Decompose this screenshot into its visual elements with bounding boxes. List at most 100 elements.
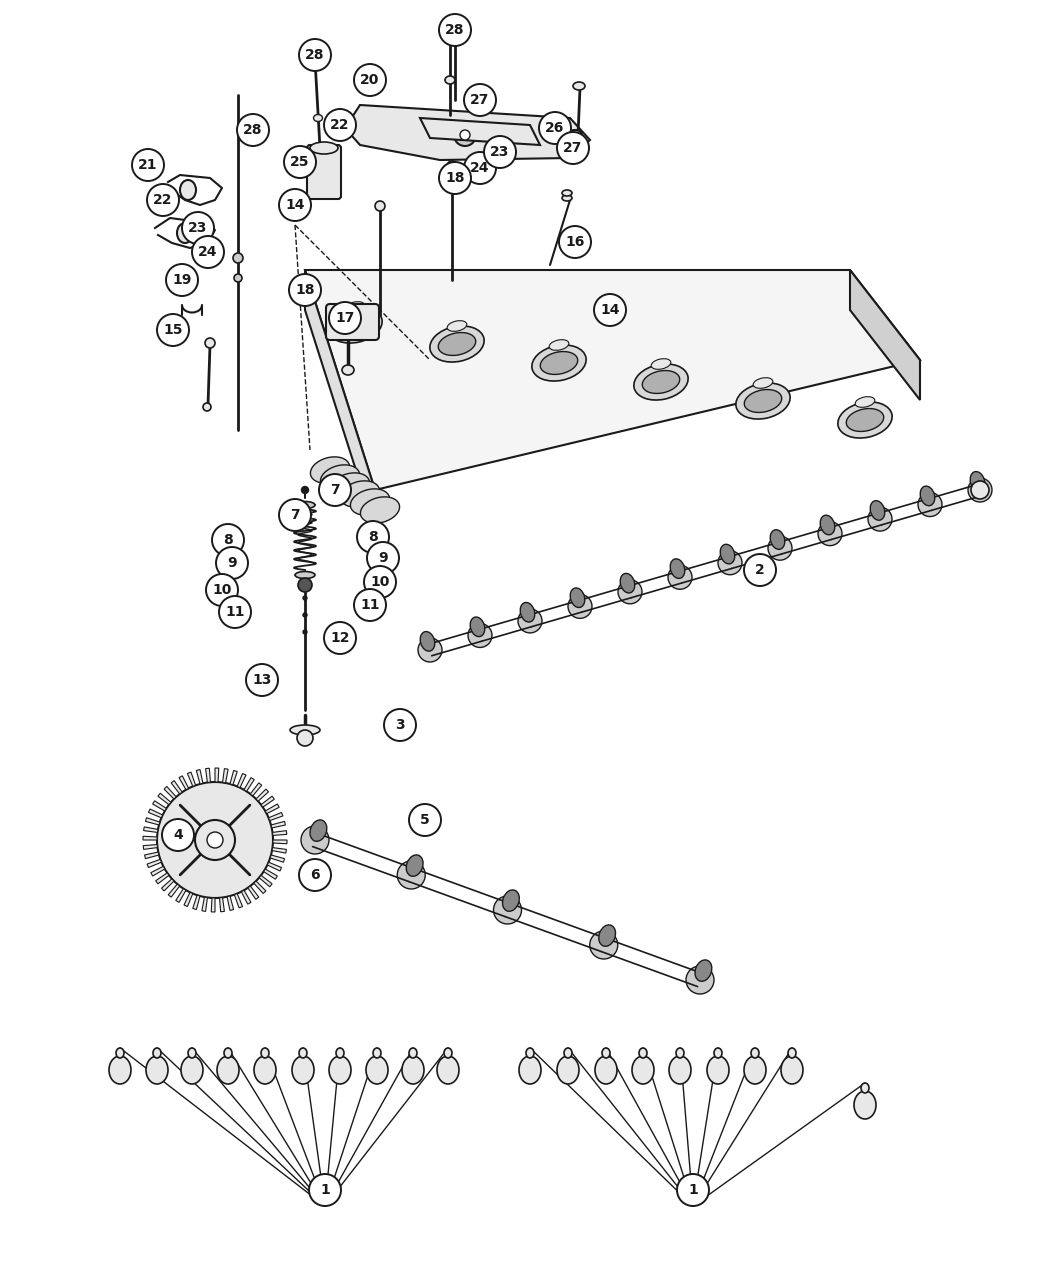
Polygon shape [143, 836, 158, 840]
Ellipse shape [309, 54, 321, 62]
Polygon shape [168, 884, 180, 898]
Polygon shape [270, 856, 285, 862]
Ellipse shape [744, 390, 782, 412]
Circle shape [206, 574, 238, 606]
Ellipse shape [447, 321, 467, 332]
Polygon shape [271, 821, 286, 827]
Circle shape [192, 236, 224, 268]
Circle shape [418, 638, 442, 662]
Circle shape [354, 589, 386, 621]
Ellipse shape [217, 1056, 239, 1084]
Ellipse shape [520, 603, 534, 622]
Ellipse shape [336, 314, 374, 337]
Ellipse shape [261, 1048, 269, 1058]
Ellipse shape [299, 1048, 307, 1058]
Text: 18: 18 [445, 171, 465, 185]
Polygon shape [219, 898, 225, 912]
Ellipse shape [310, 142, 338, 154]
Circle shape [410, 805, 441, 836]
Circle shape [329, 302, 361, 334]
Text: 8: 8 [223, 533, 233, 547]
Text: 20: 20 [360, 73, 380, 87]
Ellipse shape [736, 382, 791, 419]
Circle shape [162, 819, 194, 850]
Ellipse shape [838, 402, 892, 439]
Circle shape [166, 264, 198, 296]
Ellipse shape [568, 130, 582, 140]
Text: 6: 6 [310, 868, 320, 882]
Circle shape [158, 782, 273, 898]
Ellipse shape [695, 960, 712, 982]
Circle shape [132, 149, 164, 181]
Circle shape [439, 162, 471, 194]
Ellipse shape [598, 924, 615, 946]
Ellipse shape [373, 1048, 381, 1058]
Circle shape [319, 474, 351, 506]
Polygon shape [211, 898, 215, 912]
Text: 28: 28 [445, 23, 465, 37]
Ellipse shape [503, 890, 520, 912]
Polygon shape [269, 812, 282, 821]
Ellipse shape [438, 333, 476, 356]
Ellipse shape [632, 1056, 654, 1084]
Circle shape [279, 189, 311, 221]
Circle shape [468, 623, 492, 648]
Ellipse shape [753, 377, 773, 389]
Ellipse shape [720, 544, 735, 564]
Polygon shape [266, 805, 279, 813]
Circle shape [464, 152, 496, 184]
Polygon shape [206, 769, 210, 783]
Circle shape [207, 833, 223, 848]
Text: 4: 4 [173, 827, 183, 842]
Polygon shape [202, 898, 208, 912]
Ellipse shape [402, 1056, 424, 1084]
Circle shape [464, 84, 496, 116]
Polygon shape [304, 270, 920, 490]
Text: 21: 21 [139, 158, 157, 172]
Ellipse shape [224, 1048, 232, 1058]
Ellipse shape [180, 180, 196, 200]
Ellipse shape [366, 1056, 388, 1084]
Text: 18: 18 [295, 283, 315, 297]
Ellipse shape [714, 1048, 722, 1058]
Ellipse shape [788, 1048, 796, 1058]
Polygon shape [254, 881, 266, 894]
Ellipse shape [181, 1056, 203, 1084]
Polygon shape [345, 105, 590, 159]
Ellipse shape [549, 339, 569, 351]
Text: 12: 12 [331, 631, 350, 645]
Text: 28: 28 [306, 48, 324, 62]
Circle shape [494, 896, 522, 924]
Polygon shape [237, 774, 246, 788]
Ellipse shape [771, 529, 784, 550]
Circle shape [284, 147, 316, 178]
Text: 22: 22 [331, 119, 350, 133]
Polygon shape [244, 778, 254, 792]
Circle shape [237, 113, 269, 147]
Circle shape [447, 161, 457, 171]
Text: 8: 8 [369, 530, 378, 544]
Ellipse shape [290, 725, 320, 734]
Circle shape [303, 630, 307, 634]
Ellipse shape [406, 856, 423, 876]
Polygon shape [147, 859, 162, 867]
Circle shape [364, 566, 396, 598]
Text: 27: 27 [563, 142, 583, 156]
Ellipse shape [320, 465, 359, 491]
Polygon shape [420, 119, 540, 145]
Ellipse shape [744, 1056, 766, 1084]
Text: 17: 17 [335, 311, 355, 325]
Text: 24: 24 [198, 245, 217, 259]
Polygon shape [223, 769, 228, 783]
Ellipse shape [345, 302, 364, 312]
Text: 5: 5 [420, 813, 429, 827]
Ellipse shape [651, 358, 671, 370]
Text: 10: 10 [371, 575, 390, 589]
Ellipse shape [846, 408, 884, 431]
Circle shape [357, 521, 388, 553]
Circle shape [324, 622, 356, 654]
Circle shape [768, 537, 792, 560]
Text: 11: 11 [226, 606, 245, 618]
Polygon shape [264, 870, 277, 880]
Circle shape [212, 524, 244, 556]
